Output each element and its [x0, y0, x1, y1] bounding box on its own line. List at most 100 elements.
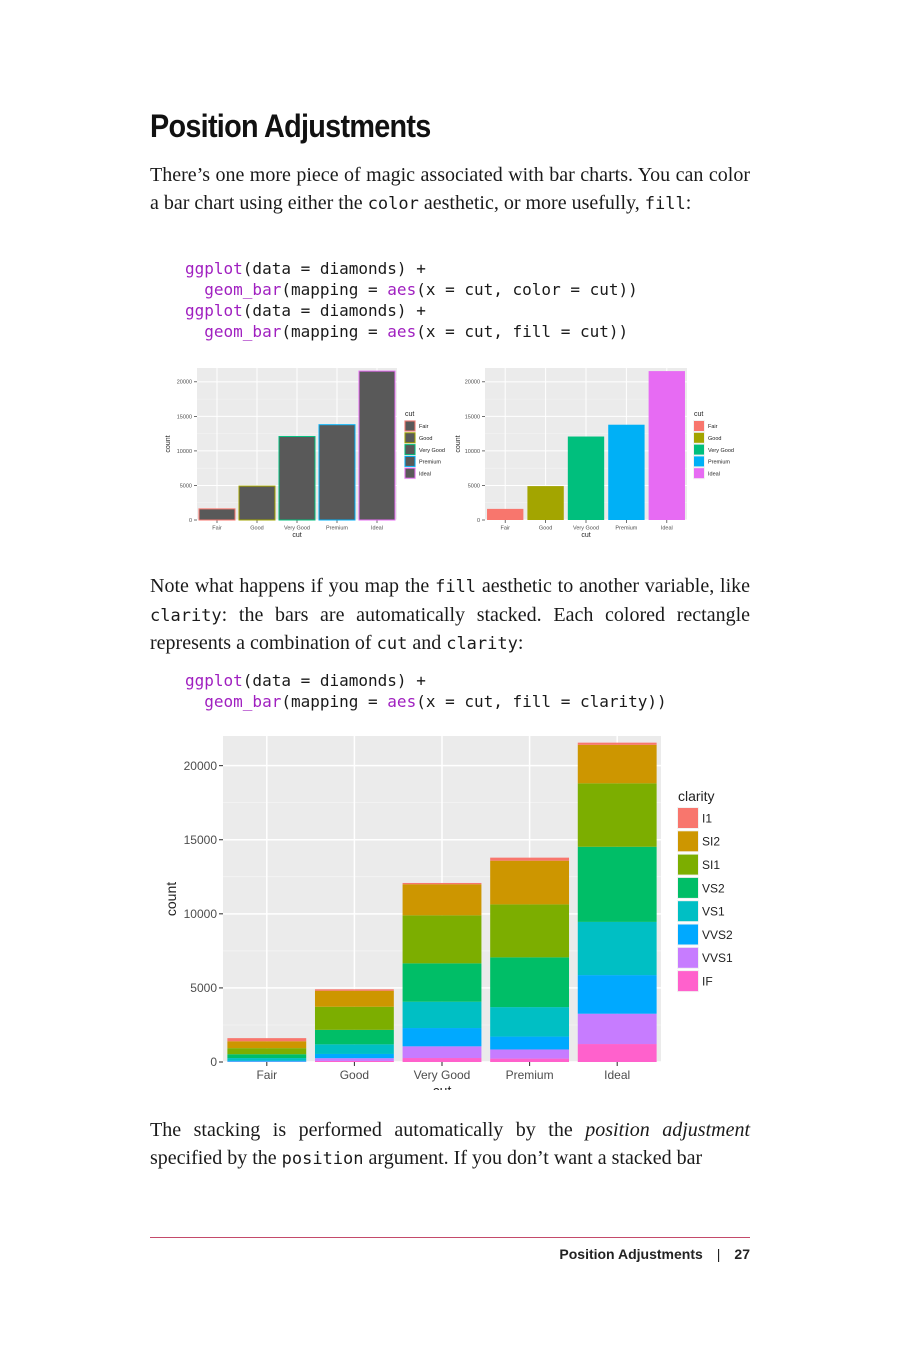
bar-segment-i1: [402, 882, 482, 885]
legend-key: [678, 947, 698, 968]
legend-key: [404, 455, 416, 467]
bar-segment-i1: [227, 1038, 307, 1042]
legend-key: [678, 901, 698, 922]
legend-label: Fair: [419, 424, 429, 430]
footer-rule: [150, 1237, 750, 1238]
legend-key: [404, 444, 416, 456]
legend-label: Very Good: [708, 448, 734, 454]
y-tick-label: 15000: [465, 414, 480, 420]
legend-label: SI1: [702, 858, 720, 872]
page-number: 27: [734, 1246, 750, 1262]
bar-segment-vs1: [490, 1007, 570, 1037]
bar-segment-vs1: [402, 1001, 482, 1029]
bar: [487, 508, 524, 520]
bar-segment-i1: [490, 857, 570, 861]
legend-label: IF: [702, 975, 713, 989]
y-tick-label: 5000: [468, 483, 480, 489]
legend-key: [678, 924, 698, 945]
x-tick-label: Fair: [212, 526, 222, 532]
bar: [358, 370, 396, 521]
bar-segment-if: [402, 1058, 482, 1062]
legend-key: [404, 432, 416, 444]
y-axis-title: count: [163, 882, 179, 916]
paragraph-2: Note what happens if you map the fill ae…: [150, 575, 751, 654]
bar-segment-si1: [577, 783, 657, 847]
legend-title: clarity: [678, 788, 715, 804]
legend-title: cut: [694, 411, 703, 418]
bar-segment-si1: [314, 1006, 394, 1030]
legend-label: VS1: [702, 905, 725, 919]
y-tick-label: 0: [189, 518, 192, 524]
legend-key: [678, 854, 698, 875]
legend-label: Ideal: [708, 471, 720, 477]
x-tick-label: Very Good: [414, 1068, 471, 1082]
bar-segment-vs2: [314, 1029, 394, 1045]
legend-label: SI2: [702, 835, 720, 849]
bar-segment-si2: [490, 860, 570, 905]
legend-key: [694, 421, 704, 431]
y-tick-label: 0: [210, 1055, 217, 1069]
code-block-2: ggplot(data = diamonds) + geom_bar(mappi…: [185, 671, 667, 711]
legend-title: cut: [405, 411, 414, 418]
bar: [567, 436, 605, 520]
bar: [608, 424, 645, 520]
x-tick-label: Premium: [326, 526, 348, 532]
legend-label: VVS1: [702, 951, 733, 965]
bar-segment-vs1: [227, 1058, 307, 1061]
y-tick-label: 5000: [190, 981, 217, 995]
bar-segment-i1: [314, 989, 394, 991]
x-axis-title: cut: [292, 532, 301, 539]
y-tick-label: 20000: [465, 380, 480, 386]
legend-key: [694, 444, 704, 455]
bar-segment-si1: [490, 904, 570, 958]
legend-label: I1: [702, 811, 712, 825]
footer-section: Position Adjustments: [559, 1246, 703, 1262]
legend-key: [404, 420, 416, 432]
y-tick-label: 0: [477, 518, 480, 524]
x-tick-label: Premium: [506, 1068, 554, 1082]
x-tick-label: Ideal: [661, 526, 673, 532]
paragraph-3: The stacking is performed automatically …: [150, 1119, 751, 1169]
y-tick-label: 5000: [180, 483, 192, 489]
x-axis-title: cut: [581, 532, 590, 539]
legend-key: [694, 468, 704, 479]
legend-label: VS2: [702, 881, 725, 895]
legend-label: VVS2: [702, 928, 733, 942]
legend-key: [694, 432, 704, 443]
legend-key: [678, 831, 698, 852]
legend-key: [678, 808, 698, 828]
legend-label: Good: [419, 436, 432, 442]
code-block-1: ggplot(data = diamonds) + geom_bar(mappi…: [185, 259, 638, 341]
bar-segment-if: [577, 1044, 657, 1062]
bar-segment-vs1: [577, 921, 657, 976]
x-tick-label: Very Good: [573, 526, 599, 532]
x-tick-label: Fair: [256, 1068, 277, 1082]
legend-key: [404, 467, 416, 479]
paragraph-1: There’s one more piece of magic associat…: [150, 164, 750, 214]
page-footer: Position Adjustments | 27: [559, 1246, 750, 1262]
legend-key: [678, 971, 698, 992]
legend-label: Premium: [708, 460, 730, 466]
stacked-bar-chart-clarity: 0 5000 10000 15000 20000 Fair Good Very Good Pre…: [163, 736, 733, 1090]
bar-segment-vvs1: [402, 1046, 482, 1059]
bar-chart-color-cut: 0 5000 10000 15000 20000 Fair Good Very Good Pre…: [165, 368, 445, 539]
bar-chart-fill-cut: 0 5000 10000 15000 20000 Fair Good Very Good Pre…: [455, 368, 734, 539]
bar-segment-vvs1: [577, 1013, 657, 1045]
legend-label: Very Good: [419, 448, 445, 454]
bar: [318, 424, 356, 521]
legend-label: Good: [708, 436, 721, 442]
bar: [527, 486, 564, 520]
bar-segment-vvs2: [402, 1028, 482, 1047]
y-tick-label: 10000: [177, 449, 192, 455]
bar-segment-si2: [577, 744, 657, 784]
y-axis-title: count: [455, 435, 462, 452]
x-tick-label: Ideal: [604, 1068, 630, 1082]
bar-segment-vvs2: [577, 975, 657, 1014]
bar-segment-vvs2: [314, 1053, 394, 1059]
bar: [648, 371, 685, 520]
bar: [198, 508, 236, 521]
bar: [238, 485, 276, 521]
legend-label: Premium: [419, 460, 441, 466]
bar-segment-si2: [314, 990, 394, 1007]
x-axis-title: cut: [433, 1083, 452, 1090]
